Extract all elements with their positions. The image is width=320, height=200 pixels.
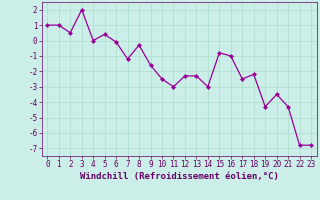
X-axis label: Windchill (Refroidissement éolien,°C): Windchill (Refroidissement éolien,°C) [80, 172, 279, 181]
